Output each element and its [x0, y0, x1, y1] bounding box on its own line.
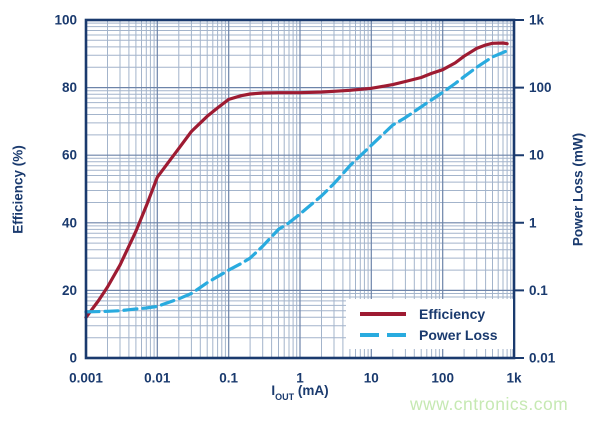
y-left-tick-label: 80 — [62, 80, 77, 95]
y-left-tick-label: 100 — [54, 13, 77, 28]
right-tick-marks-path — [514, 19, 524, 359]
curve-efficiency — [84, 41, 509, 319]
legend-label-efficiency: Efficiency — [419, 305, 486, 322]
y-left-tick-label: 60 — [62, 148, 77, 163]
x-tick-label: 1 — [296, 371, 304, 386]
x-axis-tick-labels: 0.001 0.01 0.1 1 10 100 1k — [69, 371, 522, 386]
right-axis-title: Power Loss (mW) — [570, 132, 586, 247]
legend-item-efficiency: Efficiency — [360, 307, 513, 321]
x-tick-label: 10 — [364, 371, 379, 386]
y-right-tick-label: 0.1 — [529, 283, 548, 298]
x-tick-label: 0.01 — [144, 371, 171, 386]
y-left-tick-label: 40 — [62, 215, 77, 230]
x-axis-title-subscript: OUT — [275, 391, 295, 402]
data-curves — [84, 41, 509, 319]
right-axis-tick-marks — [514, 19, 524, 359]
watermark-text: www.cntronics.com — [410, 394, 569, 414]
efficiency-line-swatch — [360, 311, 406, 316]
x-tick-label: 0.1 — [219, 371, 238, 386]
left-axis-tick-labels: 100 80 60 40 20 0 — [54, 13, 77, 366]
legend: Efficiency Power Loss — [346, 299, 513, 349]
x-axis-title: IOUT (mA) — [150, 383, 450, 402]
y-left-tick-label: 0 — [69, 351, 77, 366]
left-axis-title: Efficiency (%) — [10, 145, 26, 234]
x-tick-label: 1k — [506, 371, 522, 386]
y-right-tick-label: 1 — [529, 215, 537, 230]
x-axis-title-symbol: I — [271, 383, 276, 398]
power-loss-line-swatch — [360, 332, 406, 337]
legend-label-power-loss: Power Loss — [419, 326, 498, 343]
right-axis-tick-labels: 1k 100 10 1 0.1 0.01 — [529, 13, 556, 366]
y-right-tick-label: 0.01 — [529, 351, 556, 366]
y-left-tick-label: 20 — [62, 283, 77, 298]
curve-power-loss — [84, 49, 509, 314]
plot-frame — [84, 18, 516, 360]
y-right-tick-label: 1k — [529, 13, 545, 28]
x-tick-label: 100 — [431, 371, 454, 386]
x-axis-title-unit: (mA) — [294, 383, 329, 398]
y-right-tick-label: 100 — [529, 80, 552, 95]
x-tick-label: 0.001 — [69, 371, 103, 386]
y-right-tick-label: 10 — [529, 148, 544, 163]
legend-item-power-loss: Power Loss — [360, 328, 513, 342]
